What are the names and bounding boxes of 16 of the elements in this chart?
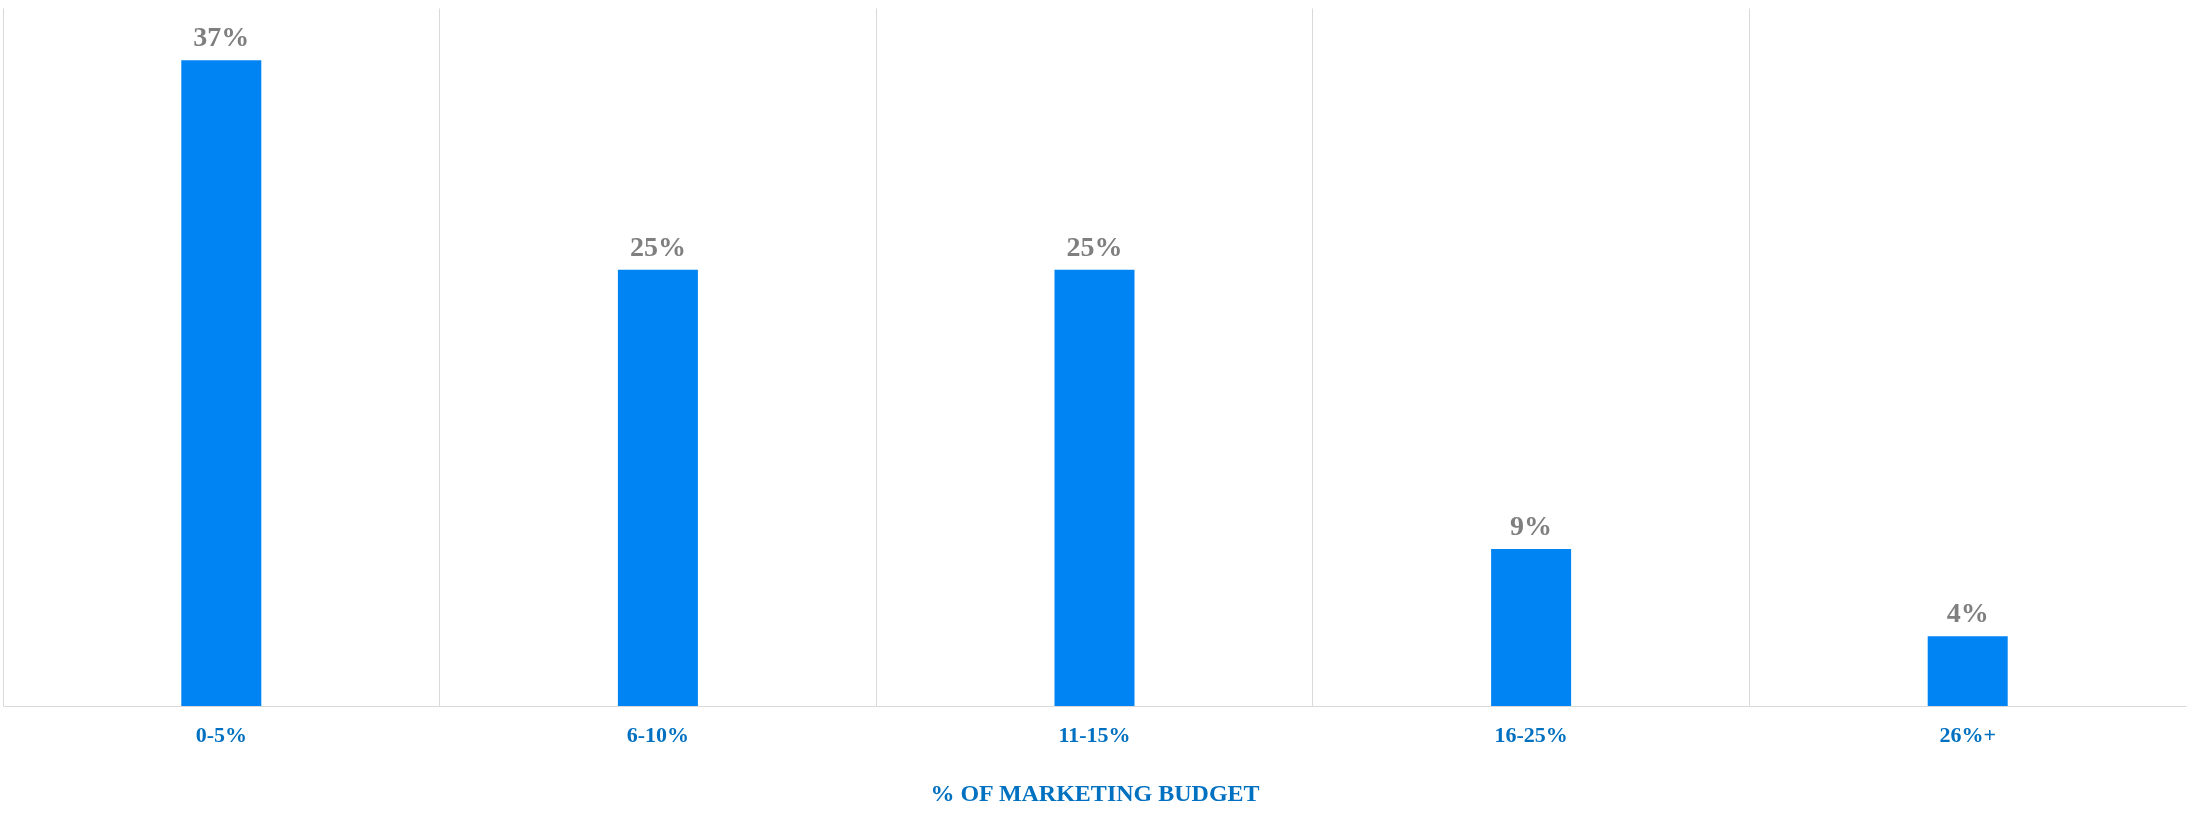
x-tick-label: 16-25% (1494, 721, 1568, 747)
x-tick-label: 6-10% (626, 721, 690, 747)
bar (1927, 636, 2008, 706)
x-tick-label: 26%+ (1939, 721, 1996, 747)
data-label: 25% (1066, 230, 1123, 262)
bar (1491, 548, 1572, 706)
x-axis-title: % OF MARKETING BUDGET (930, 779, 1260, 806)
x-tick-label: 0-5% (195, 721, 247, 747)
bar (617, 269, 698, 706)
data-label: 4% (1946, 597, 1989, 629)
bar (1054, 269, 1135, 706)
data-label: 25% (629, 230, 686, 262)
x-tick-label: 11-15% (1058, 721, 1131, 747)
bar (181, 60, 262, 706)
data-label: 37% (193, 21, 250, 53)
data-label: 9% (1510, 509, 1553, 541)
